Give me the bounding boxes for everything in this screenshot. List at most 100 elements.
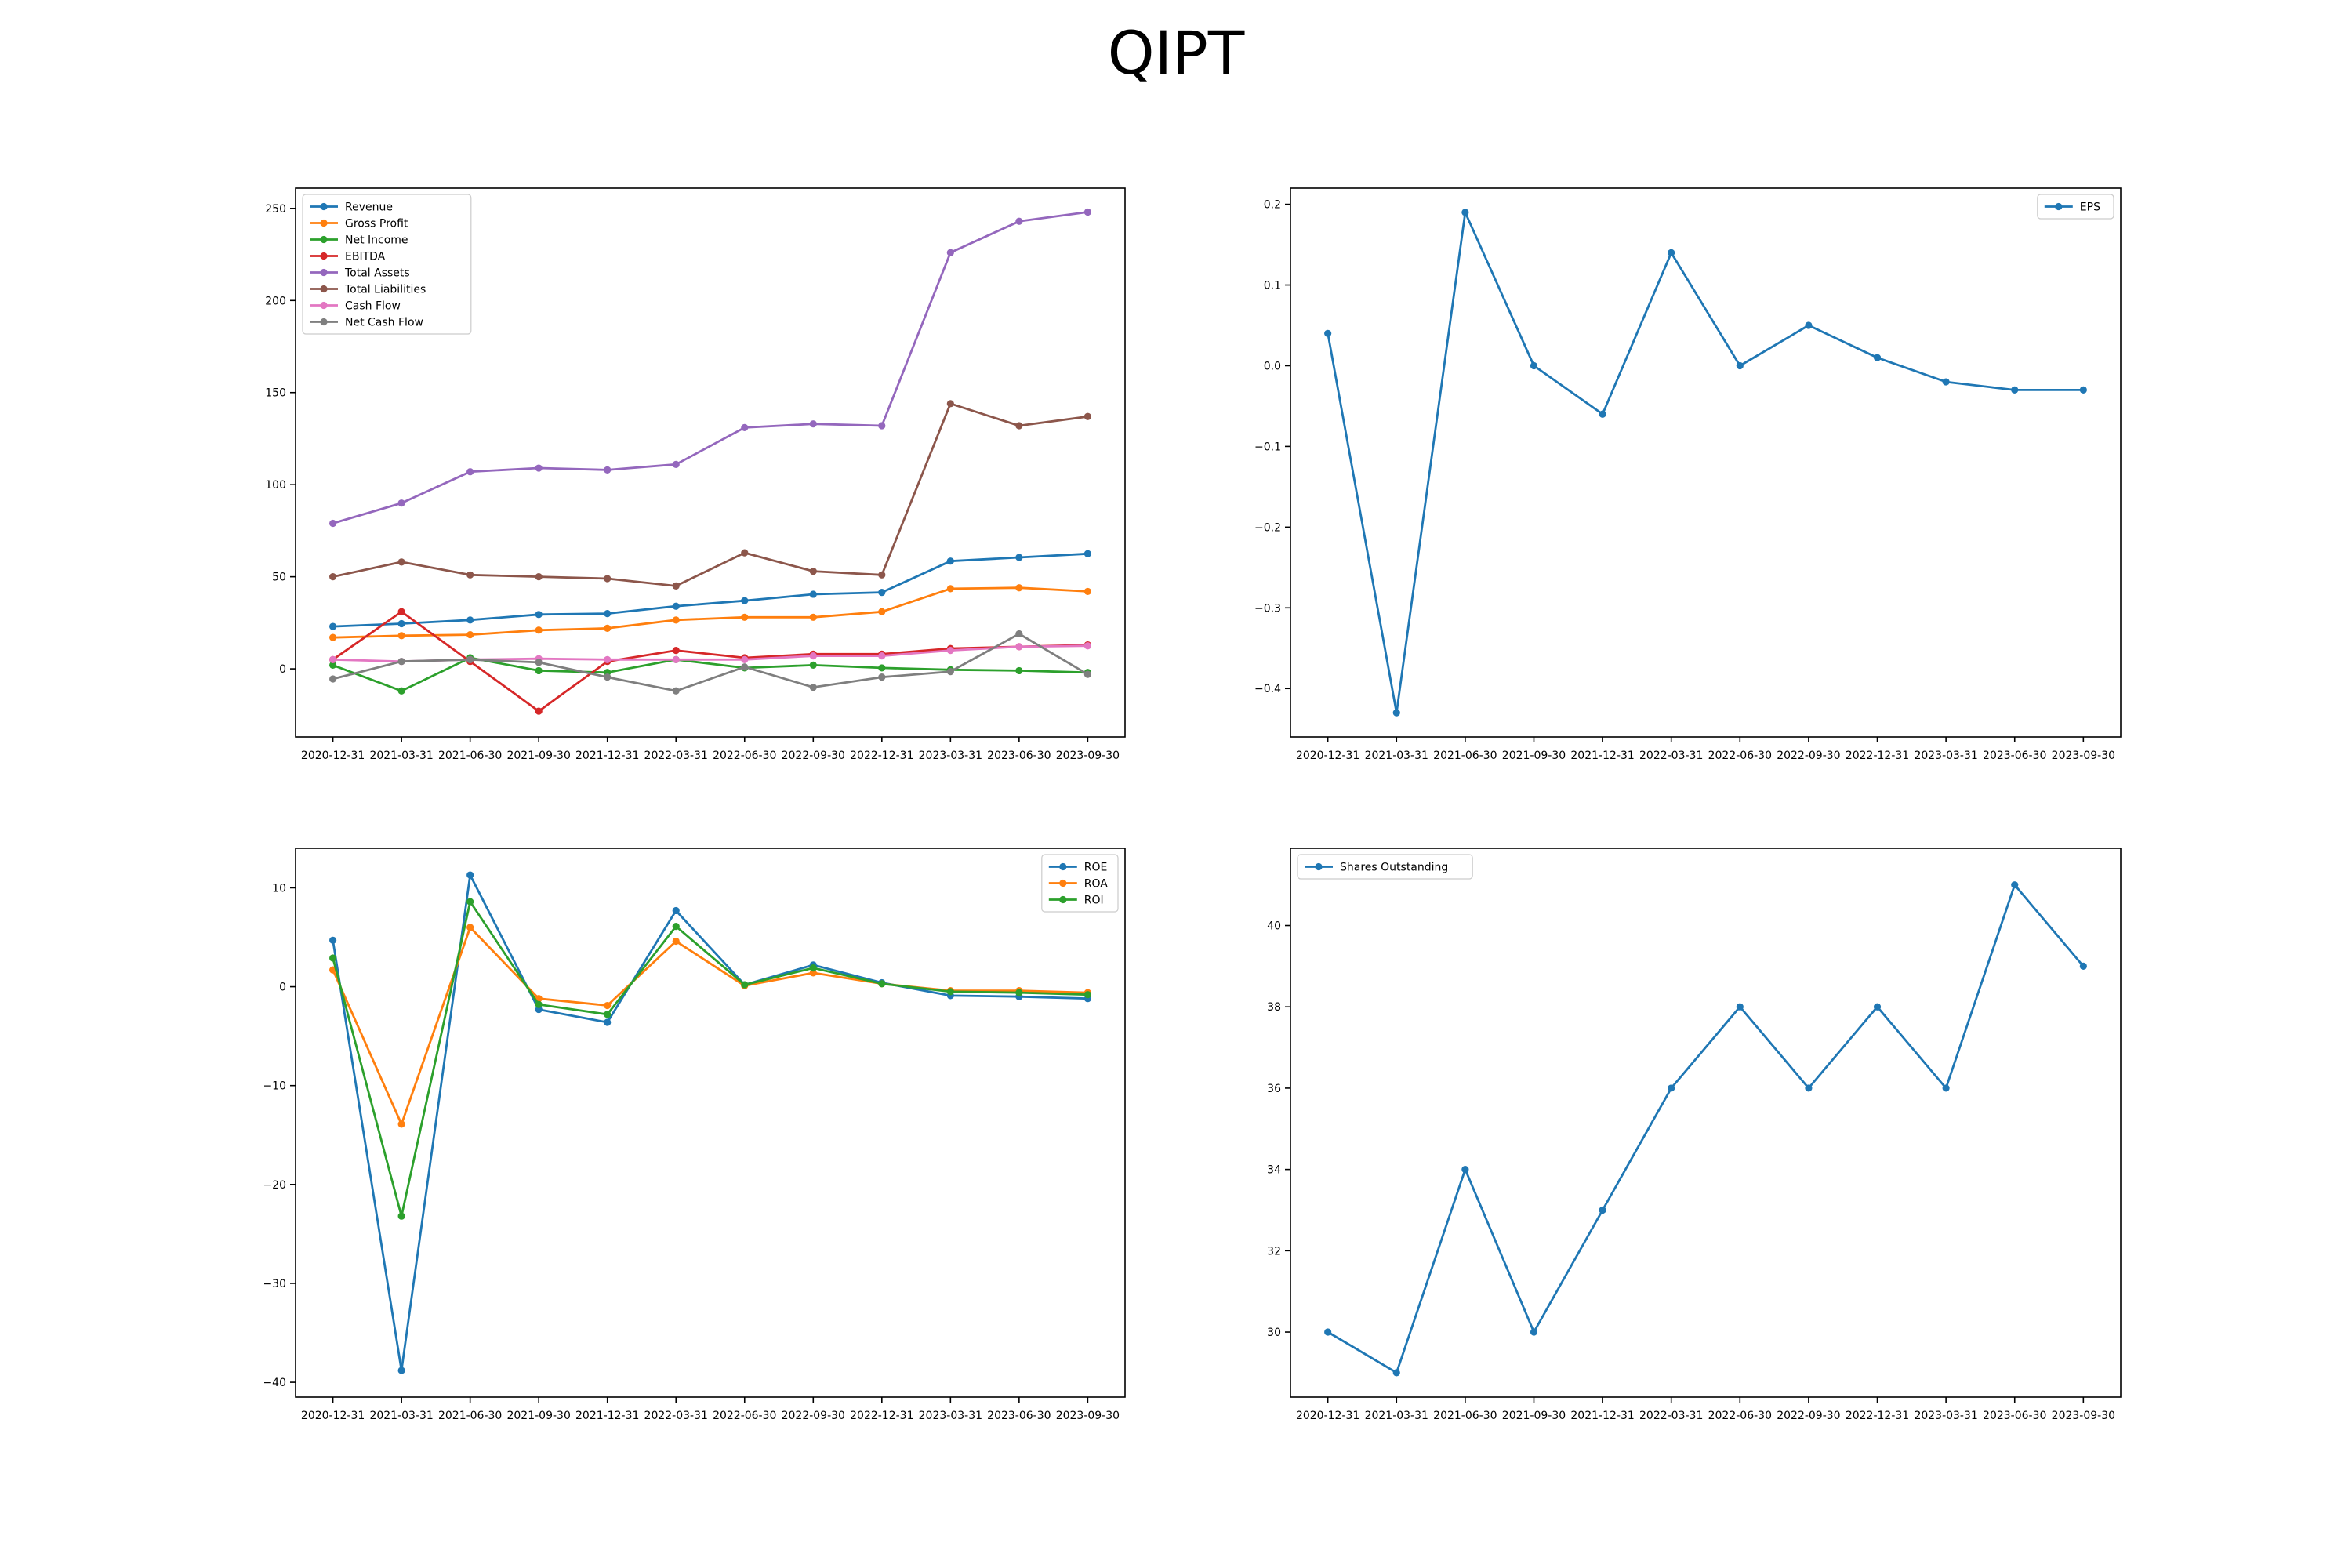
x-tick-label: 2021-12-31 [1570, 750, 1634, 762]
data-point [535, 1005, 543, 1014]
data-point [466, 898, 474, 906]
data-point [1805, 321, 1813, 329]
legend-marker [320, 318, 328, 326]
series-line [332, 900, 1088, 1218]
data-point [1942, 1084, 1950, 1092]
data-point [878, 571, 886, 579]
data-point [535, 707, 543, 715]
data-point [1083, 587, 1091, 596]
data-point [741, 613, 749, 621]
y-tick-label: 250 [265, 203, 286, 216]
data-point [397, 632, 405, 640]
x-tick-label: 2021-03-31 [1365, 1410, 1428, 1422]
x-tick-label: 2023-09-30 [1056, 750, 1120, 762]
legend-label: EPS [2080, 201, 2100, 214]
x-tick-label: 2020-12-31 [1296, 750, 1359, 762]
legend-marker [320, 235, 328, 244]
legend-label: ROA [1084, 878, 1109, 891]
page-title: QIPT [1107, 18, 1245, 88]
x-tick-label: 2022-03-31 [1639, 750, 1703, 762]
data-point [1599, 410, 1606, 418]
series-line [332, 873, 1088, 1372]
data-point [466, 655, 474, 663]
data-point [1873, 1003, 1882, 1011]
data-point [741, 597, 749, 604]
x-tick-label: 2023-09-30 [1056, 1410, 1120, 1422]
data-point [604, 1018, 612, 1026]
y-tick-label: 30 [1267, 1327, 1281, 1339]
data-point [1015, 584, 1023, 592]
data-point [329, 519, 337, 528]
x-tick-label: 2022-06-30 [1708, 750, 1772, 762]
series-line [332, 656, 1088, 692]
legend-label: Revenue [345, 201, 393, 214]
legend-label: Net Income [345, 234, 408, 247]
y-tick-label: 0 [279, 982, 286, 994]
legend-marker [1315, 862, 1323, 871]
x-tick-label: 2022-09-30 [782, 750, 845, 762]
data-point [2079, 962, 2087, 970]
legend-marker [320, 301, 328, 310]
x-tick-label: 2022-12-31 [850, 1410, 913, 1422]
data-point [1942, 378, 1950, 386]
legend-marker [1059, 879, 1067, 887]
x-tick-label: 2023-06-30 [1983, 1410, 2046, 1422]
legend-label: Total Liabilities [344, 284, 426, 296]
legend-label: Net Cash Flow [345, 317, 423, 329]
y-tick-label: −10 [263, 1080, 286, 1093]
data-point [1736, 1003, 1744, 1011]
x-tick-label: 2021-03-31 [369, 750, 433, 762]
x-tick-label: 2021-06-30 [1433, 1410, 1497, 1422]
x-tick-label: 2023-09-30 [2052, 750, 2115, 762]
data-point [672, 687, 680, 695]
data-point [2011, 881, 2019, 889]
data-point [604, 575, 612, 583]
x-tick-label: 2023-06-30 [1983, 750, 2046, 762]
data-point [397, 1212, 405, 1220]
x-tick-label: 2021-06-30 [1433, 750, 1497, 762]
data-point [1324, 329, 1332, 337]
data-point [946, 585, 954, 593]
data-point [1324, 1328, 1332, 1336]
series-line [332, 402, 1088, 587]
y-tick-label: 32 [1267, 1245, 1281, 1258]
y-tick-label: 50 [272, 572, 286, 584]
data-point [604, 466, 612, 474]
legend: Shares Outstanding [1297, 854, 1473, 880]
y-tick-label: −0.2 [1254, 521, 1281, 534]
legend: EPS [2037, 194, 2114, 220]
data-point [809, 964, 817, 972]
data-point [1015, 643, 1023, 651]
data-point [741, 655, 749, 663]
data-point [1015, 989, 1023, 996]
legend-marker [320, 285, 328, 293]
data-point [604, 1011, 612, 1018]
data-point [1530, 1328, 1538, 1336]
plot-frame [295, 848, 1126, 1398]
data-point [535, 666, 543, 675]
y-tick-label: 36 [1267, 1083, 1281, 1095]
data-point [1461, 209, 1469, 216]
y-tick-label: 0.2 [1264, 199, 1281, 212]
y-tick-label: −0.3 [1254, 602, 1281, 615]
data-point [1083, 550, 1091, 557]
chart-panel-2: 2020-12-31 2021-03-31 2021-06-30 2021-09-30… [1254, 187, 2122, 762]
y-tick-label: 40 [1267, 920, 1281, 933]
x-tick-label: 2023-03-31 [919, 750, 982, 762]
data-point [535, 611, 543, 619]
data-point [466, 924, 474, 931]
data-point [466, 616, 474, 624]
x-tick-label: 2022-03-31 [644, 750, 708, 762]
data-point [672, 923, 680, 931]
data-point [1599, 1206, 1606, 1214]
legend-label: Cash Flow [345, 300, 401, 313]
data-point [535, 1000, 543, 1008]
x-tick-label: 2021-12-31 [1570, 1410, 1634, 1422]
x-tick-label: 2022-06-30 [1708, 1410, 1772, 1422]
x-tick-label: 2021-06-30 [438, 1410, 502, 1422]
legend-marker [320, 268, 328, 277]
data-point [878, 652, 886, 660]
data-point [329, 936, 337, 944]
data-point [946, 668, 954, 676]
